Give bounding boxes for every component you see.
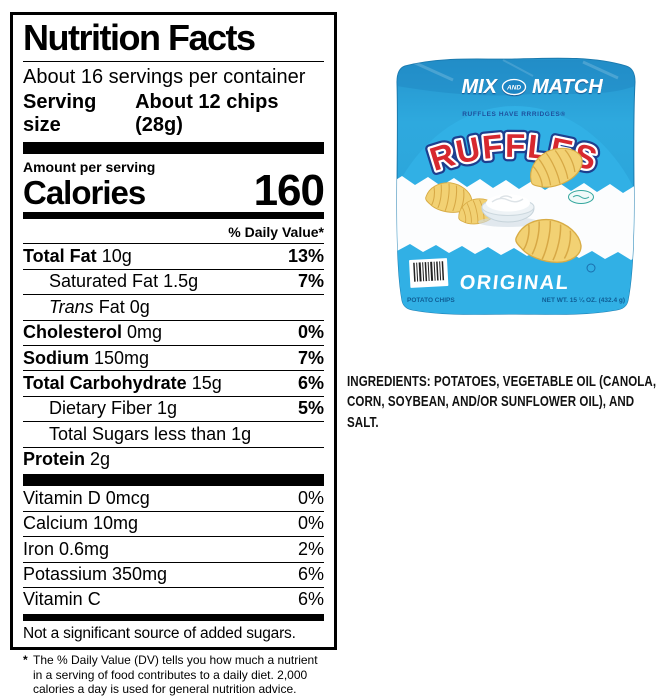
nutrient-row-total-sugars: Total Sugars less than 1g bbox=[23, 421, 324, 446]
nutrient-amount: Dietary Fiber 1g bbox=[49, 398, 178, 419]
nutrient-row-total-carbohydrate: Total Carbohydrate 15g 6% bbox=[23, 370, 324, 395]
nutrient-amount: Saturated Fat 1.5g bbox=[49, 271, 199, 292]
promo-word-match: MATCH bbox=[532, 76, 603, 98]
serving-size-row: Serving size About 12 chips (28g) bbox=[23, 89, 324, 142]
flavor-text: ORIGINAL bbox=[459, 272, 571, 294]
ingredients-label: INGREDIENTS: bbox=[347, 373, 431, 390]
nutrient-amount: 150mg bbox=[94, 347, 150, 368]
vitamin-dv: 6% bbox=[297, 589, 324, 610]
no-added-sugars-note: Not a significant source of added sugars… bbox=[23, 621, 324, 650]
calories-row: Calories 160 bbox=[23, 165, 325, 215]
nutrient-dv: 5% bbox=[297, 398, 324, 419]
nutrient-dv: 0% bbox=[297, 322, 324, 343]
calories-label: Calories bbox=[23, 174, 146, 212]
divider-medium-bar bbox=[23, 212, 324, 220]
divider-thick-bar bbox=[23, 141, 324, 154]
nutrition-facts-title: Nutrition Facts bbox=[23, 18, 324, 62]
tagline-text: RUFFLES HAVE RRRIDGES® bbox=[462, 110, 565, 118]
serving-size-value: About 12 chips (28g) bbox=[135, 90, 279, 136]
product-bag-image: MIX AND MATCH RUFFLES HAVE RRRIDGES® RUF… bbox=[383, 50, 650, 326]
seal-squiggle bbox=[572, 195, 590, 199]
product-type-text: POTATO CHIPS bbox=[407, 297, 455, 304]
nutrient-name: Trans bbox=[49, 296, 94, 317]
recycle-mark bbox=[586, 263, 596, 273]
vitamin-name: Vitamin D 0mcg bbox=[23, 487, 150, 508]
divider-medium-bar bbox=[23, 614, 324, 622]
nutrient-name: Cholesterol bbox=[23, 322, 123, 343]
promo-word-mix: MIX bbox=[461, 76, 498, 98]
nutrient-amount: 2g bbox=[90, 449, 111, 470]
nutrient-amount: 15g bbox=[191, 372, 222, 393]
vitamin-row-iron: Iron 0.6mg 2% bbox=[23, 536, 324, 561]
net-weight-text: NET WT. 15 ¼ OZ. (432.4 g) bbox=[542, 296, 625, 304]
daily-value-header: % Daily Value* bbox=[228, 224, 324, 241]
ingredients-text: POTATOES, VEGETABLE OIL (CANOLA, CORN, S… bbox=[347, 373, 657, 431]
vitamin-name: Calcium 10mg bbox=[23, 513, 139, 534]
promo-word-and: AND bbox=[506, 85, 521, 92]
vitamin-dv: 2% bbox=[297, 538, 324, 559]
divider-thick-bar bbox=[23, 474, 324, 487]
nutrient-row-total-fat: Total Fat 10g 13% bbox=[23, 243, 324, 268]
nutrient-dv: 13% bbox=[287, 245, 324, 266]
nutrient-name: Protein bbox=[23, 449, 86, 470]
vitamin-name: Iron 0.6mg bbox=[23, 538, 110, 559]
nutrient-dv: 6% bbox=[297, 372, 324, 393]
ruffles-bag-graphic: MIX AND MATCH RUFFLES HAVE RRRIDGES® RUF… bbox=[396, 57, 636, 315]
vitamin-row-potassium: Potassium 350mg 6% bbox=[23, 561, 324, 587]
vitamin-name: Potassium 350mg bbox=[23, 564, 168, 585]
nutrient-row-trans-fat: Trans Fat 0g bbox=[23, 294, 324, 319]
vitamin-row-vitamin-d: Vitamin D 0mcg 0% bbox=[23, 486, 324, 510]
dip-swirl bbox=[491, 195, 524, 203]
nutrient-amount: Total Sugars less than 1g bbox=[49, 423, 252, 444]
promo-and-badge bbox=[501, 78, 527, 96]
nutrient-dv: 7% bbox=[297, 347, 324, 368]
nutrient-name: Total Fat bbox=[23, 245, 97, 266]
vitamin-dv: 0% bbox=[297, 513, 324, 534]
bag-top-fold bbox=[397, 60, 635, 96]
nutrient-row-dietary-fiber: Dietary Fiber 1g 5% bbox=[23, 395, 324, 421]
vitamin-name: Vitamin C bbox=[23, 589, 101, 610]
nutrient-row-protein: Protein 2g bbox=[23, 446, 324, 472]
nutrition-facts-label: Nutrition Facts About 16 servings per co… bbox=[10, 12, 337, 696]
nutrient-row-sodium: Sodium 150mg 7% bbox=[23, 345, 324, 370]
nutrient-name: Total Carbohydrate bbox=[23, 372, 187, 393]
barcode bbox=[409, 258, 449, 288]
vitamin-row-vitamin-c: Vitamin C 6% bbox=[23, 586, 324, 612]
vitamin-dv: 6% bbox=[297, 564, 324, 585]
dip-cream bbox=[486, 194, 530, 212]
promo-banner: MIX AND MATCH bbox=[461, 76, 603, 98]
flavor-text-group: ORIGINAL bbox=[459, 272, 571, 294]
nutrient-row-saturated-fat: Saturated Fat 1.5g 7% bbox=[23, 268, 324, 294]
nutrient-dv: 7% bbox=[297, 271, 324, 292]
nutrient-amount: 10g bbox=[101, 245, 132, 266]
nutrient-amount: 0mg bbox=[127, 322, 163, 343]
daily-value-footnote: * The % Daily Value (DV) tells you how m… bbox=[23, 649, 324, 696]
calories-value: 160 bbox=[253, 165, 325, 215]
serving-size-label: Serving size bbox=[23, 90, 97, 136]
vitamin-row-calcium: Calcium 10mg 0% bbox=[23, 510, 324, 536]
nutrient-row-cholesterol: Cholesterol 0mg 0% bbox=[23, 319, 324, 345]
servings-per-container: About 16 servings per container bbox=[23, 65, 306, 88]
amount-per-serving-label: Amount per serving bbox=[23, 158, 156, 175]
nutrient-name: Sodium bbox=[23, 347, 89, 368]
ingredients-statement: INGREDIENTS: POTATOES, VEGETABLE OIL (CA… bbox=[347, 372, 659, 433]
vitamin-dv: 0% bbox=[297, 487, 324, 508]
nutrient-amount: Fat 0g bbox=[98, 296, 150, 317]
